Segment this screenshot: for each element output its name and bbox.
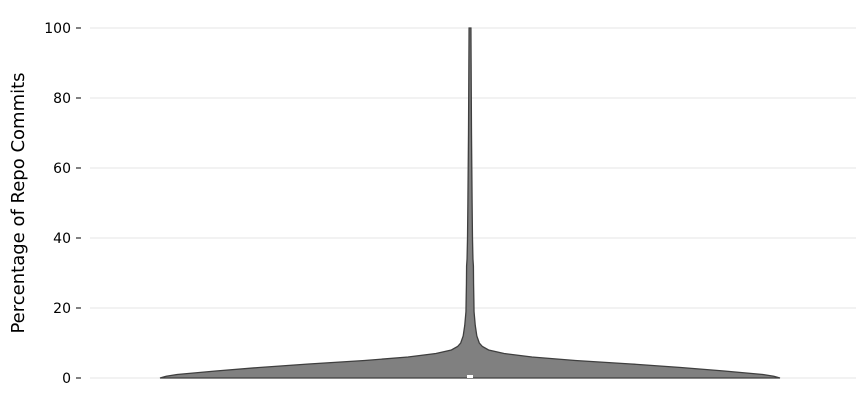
y-axis-label: Percentage of Repo Commits [8,72,29,333]
y-axis: 0 20 40 60 80 100 [44,21,81,387]
y-tick-label-40: 40 [53,231,71,247]
violin-plot [159,27,781,379]
y-tick-label-0: 0 [62,371,71,387]
y-tick-label-100: 100 [44,21,71,37]
y-tick-label-60: 60 [53,161,71,177]
y-tick-label-80: 80 [53,91,71,107]
y-tick-label-20: 20 [53,301,71,317]
median-marker [467,375,473,378]
violin-body [159,27,781,379]
